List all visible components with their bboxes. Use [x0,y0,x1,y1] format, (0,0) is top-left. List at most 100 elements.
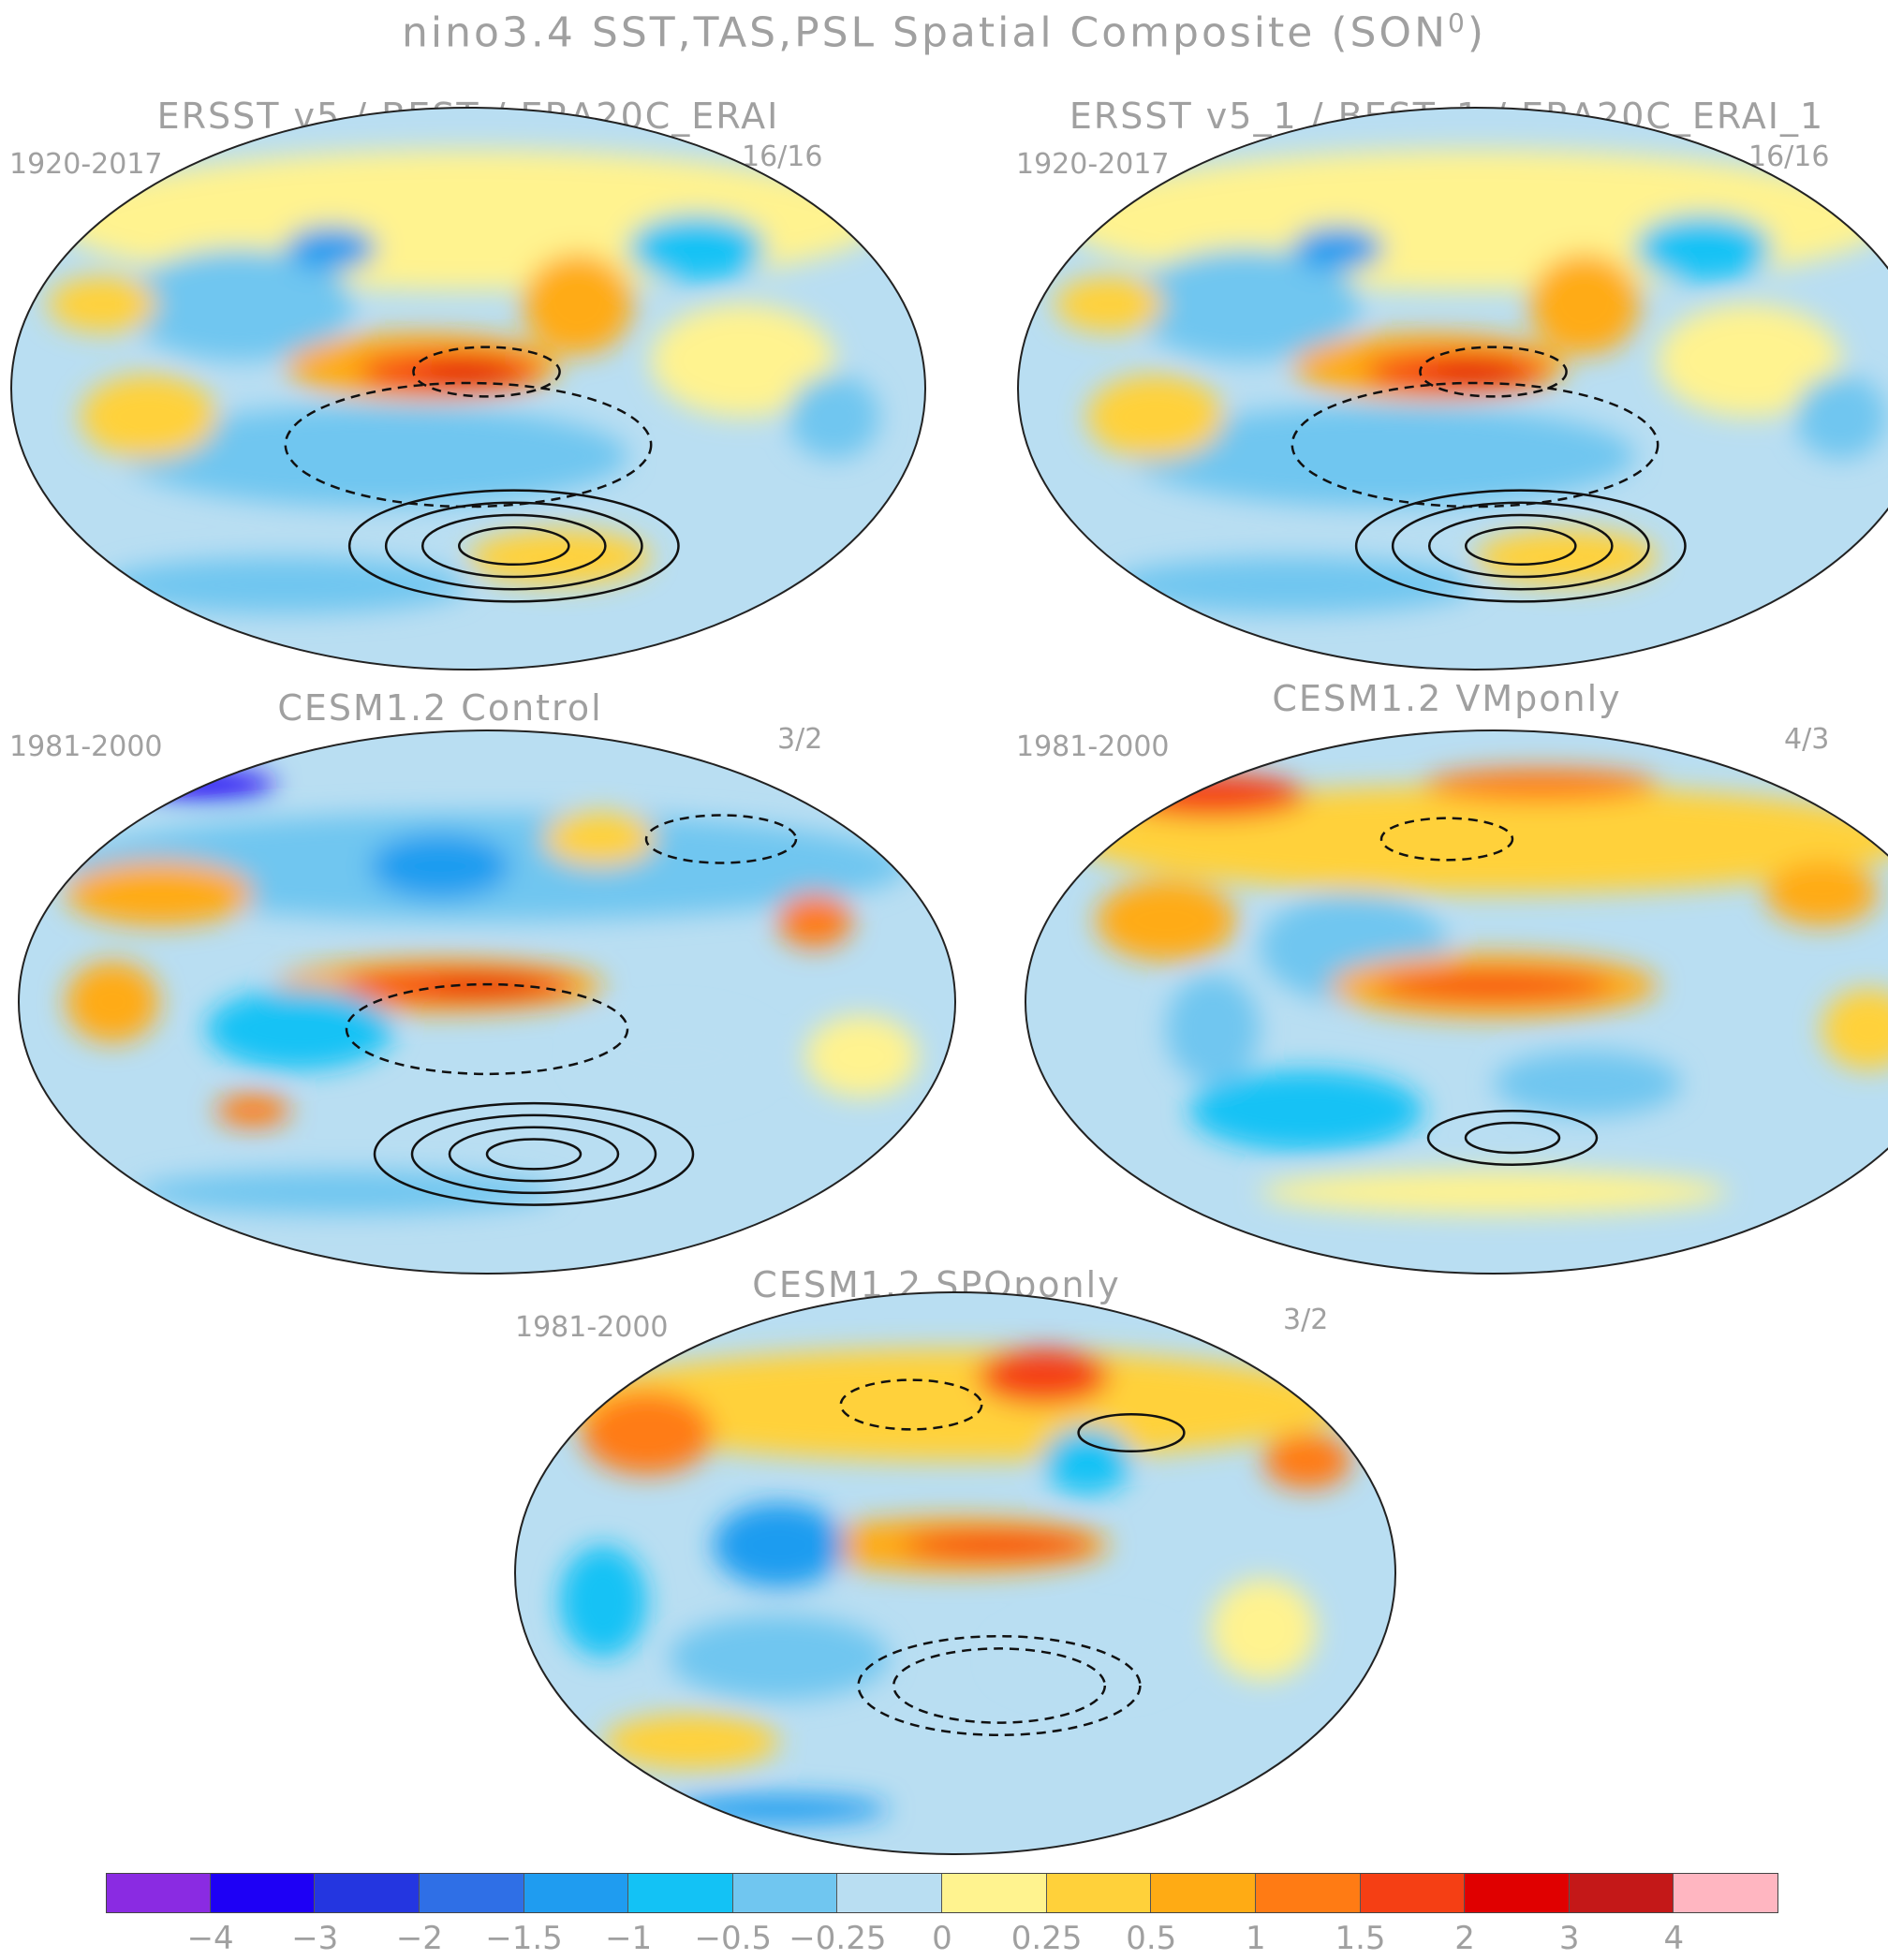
psl-contour [1291,381,1659,508]
psl-contour [1464,525,1577,567]
colorbar-box [106,1873,211,1913]
colorbar-tick-label: −0.5 [694,1920,773,1957]
anomaly-patch [777,893,852,948]
anomaly-patch [977,1348,1110,1405]
anomaly-patch [1494,1051,1681,1116]
anomaly-patch [669,1615,890,1700]
anomaly-patch [66,861,253,926]
colorbar-tick-label: 0 [932,1920,952,1957]
anomaly-patch [206,988,393,1070]
colorbar-box [1465,1873,1570,1913]
map-border [18,729,956,1275]
map-control [18,729,956,1275]
colorbar-tick-label: 3 [1558,1920,1580,1957]
panel-count: 3/2 [777,723,823,756]
panel-spqponly: CESM1.2 SPQponly 1981-2000 3/2 [506,1264,1442,1855]
anomaly-patch [125,248,354,361]
anomaly-patch [80,375,217,459]
anomaly-patch [1794,375,1887,459]
anomaly-patch [603,1714,779,1770]
psl-contour [1427,513,1614,579]
psl-contour [839,1378,983,1431]
anomaly-patch [1043,1427,1131,1495]
psl-contour [384,501,643,591]
anomaly-patch [422,361,514,383]
panel-count: 16/16 [742,140,823,173]
panel-title: CESM1.2 VMponly [1272,678,1622,719]
anomaly-patch [581,1015,768,1098]
anomaly-patch [1096,879,1236,962]
psl-contour [345,982,629,1076]
field-layer [1025,730,1888,1274]
anomaly-patch [431,977,543,995]
colorbar-tick-label: −1 [605,1920,653,1957]
panel-count: 4/3 [1784,723,1830,756]
anomaly-patch [1529,254,1640,355]
anomaly-patch [1055,276,1165,332]
map-obs [10,107,926,671]
panel-obs: ERSST v5 / BEST / ERA20C_ERAI 1920-2017 … [0,84,937,684]
anomaly-patch [48,276,158,332]
map-obs1 [1017,107,1888,671]
anomaly-patch [713,1503,846,1587]
anomaly-patch [1765,861,1878,926]
map-border [10,107,926,671]
anomaly-patch [1189,1069,1423,1152]
psl-contour [1426,1110,1599,1166]
colorbar-tick-label: 0.5 [1126,1920,1177,1957]
panel-control: CESM1.2 Control 1981-2000 3/2 [0,684,956,1275]
anomaly-patch [66,961,159,1043]
colorbar-box [1360,1873,1466,1913]
colorbar-tick-label: −0.25 [789,1920,887,1957]
colorbar [106,1873,1778,1915]
anomaly-patch [102,557,469,613]
anomaly-patch [1072,785,1888,893]
panel-period: 1981-2000 [9,730,163,763]
psl-contour [1391,501,1650,591]
anomaly-patch [1429,361,1521,383]
panel-period: 1920-2017 [9,148,163,181]
anomaly-patch [651,304,834,417]
psl-contour [410,1113,657,1195]
anomaly-patch [1822,988,1888,1070]
colorbar-box [1046,1873,1152,1913]
colorbar-tick-label: 1.5 [1335,1920,1386,1957]
anomaly-patch [1210,1579,1317,1680]
psl-contour [420,513,607,579]
colorbar-box [628,1873,733,1913]
anomaly-patch [999,1624,1175,1691]
anomaly-patch [1086,375,1224,459]
anomaly-patch [1263,1433,1351,1489]
colorbar-tick-label: −4 [186,1920,234,1957]
anomaly-patch [1291,226,1384,271]
anomaly-patch [1377,972,1611,1000]
anomaly-patch [1423,768,1658,802]
anomaly-patch [627,214,766,282]
colorbar-box [1151,1873,1256,1913]
anomaly-patch [1109,557,1475,613]
colorbar-box [315,1873,420,1913]
field-layer [11,108,925,670]
colorbar-tick-label: −2 [395,1920,443,1957]
anomaly-patch [285,226,377,271]
psl-contour [347,489,680,603]
panel-period: 1981-2000 [515,1311,669,1344]
anomaly-patch [1119,774,1306,818]
colorbar-box [419,1873,524,1913]
map-spqponly [514,1291,1396,1855]
anomaly-patch [581,1391,714,1475]
colorbar-box [837,1873,942,1913]
panel-obs1: ERSST v5_1 / BEST_1 / ERA20C_ERAI_1 1920… [1007,84,1888,684]
colorbar-box [1569,1873,1674,1913]
psl-contour [412,346,561,398]
psl-contour [1464,1121,1561,1155]
colorbar-tick-label: −1.5 [485,1920,563,1957]
colorbar-tick-label: 0.25 [1010,1920,1083,1957]
anomaly-patch [1132,405,1635,507]
anomaly-patch [370,833,510,899]
panel-count: 16/16 [1748,140,1830,173]
map-vmponly [1025,729,1888,1275]
field-layer [1018,108,1888,670]
psl-contour [284,381,653,508]
colorbar-box [732,1873,838,1913]
